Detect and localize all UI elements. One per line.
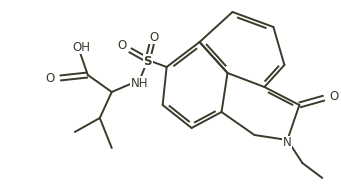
Text: NH: NH [131,77,148,90]
Text: O: O [45,71,55,84]
Text: OH: OH [73,40,91,53]
Text: S: S [144,54,152,67]
Text: O: O [117,39,127,52]
Text: O: O [329,90,339,103]
Text: N: N [283,137,292,150]
Text: O: O [149,31,158,44]
